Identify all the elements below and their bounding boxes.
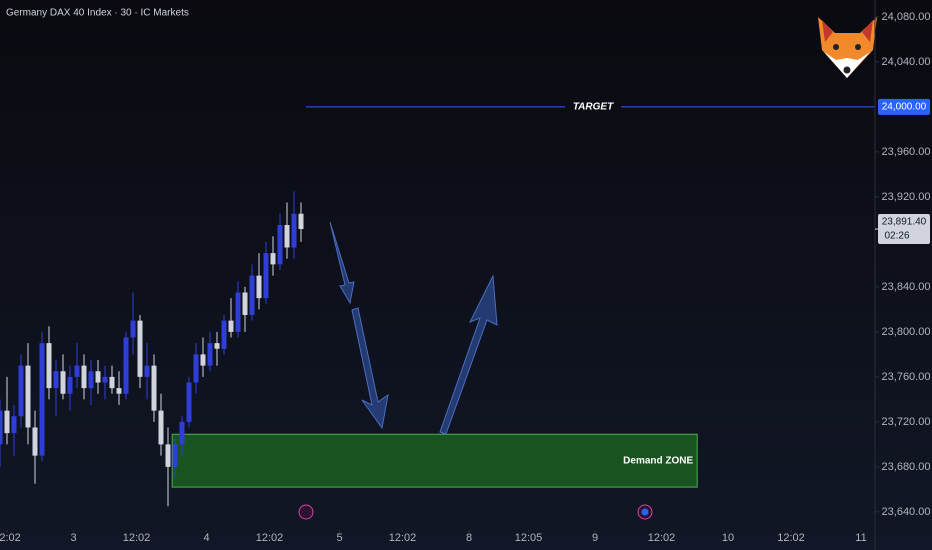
candle-body: [277, 225, 283, 265]
candle-body: [172, 444, 178, 467]
candle-body: [249, 275, 255, 315]
candle-body: [116, 388, 122, 394]
x-tick-label: 12:05: [515, 532, 543, 544]
x-tick-label: 10: [722, 532, 734, 544]
y-tick-label: 23,800.00: [882, 326, 931, 338]
candle-body: [18, 365, 24, 417]
y-tick-label: 24,080.00: [882, 11, 931, 23]
arrows: [329, 221, 498, 435]
demand-zone-label: Demand ZONE: [623, 455, 693, 466]
plot-area: Demand ZONE TARGET: [0, 99, 875, 507]
candle-body: [46, 343, 52, 389]
candle-body: [95, 371, 101, 383]
candle-body: [32, 427, 38, 456]
candle-body: [186, 382, 192, 422]
countdown-label: 02:26: [884, 231, 909, 242]
candle-body: [228, 320, 234, 332]
x-tick-label: 11: [855, 532, 866, 544]
candle-body: [109, 376, 115, 389]
candle-body: [25, 365, 31, 428]
y-tick-label: 24,040.00: [882, 56, 931, 68]
target-label-bg: [565, 99, 621, 114]
x-tick-label: 12:02: [777, 532, 805, 544]
candle-body: [207, 343, 213, 366]
candle-body: [298, 213, 304, 230]
candle-body: [74, 365, 80, 377]
candle-body: [270, 253, 276, 265]
y-tick-label: 23,920.00: [882, 191, 931, 203]
candle-body: [123, 337, 129, 394]
candle-body: [235, 292, 241, 332]
candle-body: [88, 371, 94, 389]
x-tick-label: 5: [336, 532, 342, 544]
candle-body: [158, 410, 164, 445]
candle-body: [151, 365, 157, 411]
candle-body: [291, 213, 297, 248]
x-tick-label: 8: [466, 532, 472, 544]
last-price-box: [878, 214, 930, 245]
candle-body: [4, 410, 10, 434]
fox-logo: [818, 17, 877, 78]
target-price-box: [878, 98, 930, 115]
y-tick-label: 23,680.00: [882, 461, 931, 473]
last-price-label: 23,891.40: [882, 217, 927, 228]
candle-body: [144, 365, 150, 377]
candle-body: [200, 354, 206, 366]
candle-body: [242, 292, 248, 315]
target-label: TARGET: [573, 102, 614, 113]
x-tick-label: 12:02: [123, 532, 151, 544]
candle-body: [221, 320, 227, 349]
x-tick-label: 12:02: [0, 532, 21, 544]
candle-body: [193, 354, 199, 383]
y-tick-label: 23,960.00: [882, 146, 931, 158]
x-tick-label: 4: [203, 532, 209, 544]
candle-body: [81, 365, 87, 389]
target-price-label: 24,000.00: [882, 102, 927, 113]
candle-body: [60, 371, 66, 394]
candle-body: [0, 410, 3, 445]
x-tick-label: 12:02: [389, 532, 417, 544]
x-tick-label: 12:02: [256, 532, 284, 544]
candle-body: [39, 343, 45, 456]
candle-body: [137, 320, 143, 377]
candle-body: [284, 225, 290, 248]
candle-body: [256, 275, 262, 299]
x-tick-label: 12:02: [648, 532, 676, 544]
demand-zone: [171, 433, 698, 488]
candle-body: [102, 376, 108, 383]
candle-body: [179, 421, 185, 445]
candle-body: [53, 371, 59, 389]
event-icons: [298, 504, 653, 520]
candle-body: [214, 343, 220, 349]
candle-body: [165, 444, 171, 467]
candle-body: [11, 416, 17, 434]
y-tick-label: 23,720.00: [882, 416, 931, 428]
candle-body: [67, 376, 73, 394]
y-tick-label: 23,840.00: [882, 281, 931, 293]
x-tick-label: 9: [592, 532, 598, 544]
x-tick-label: 3: [70, 532, 76, 544]
candle-body: [263, 253, 269, 299]
candle-body: [130, 320, 136, 338]
y-tick-label: 23,760.00: [882, 371, 931, 383]
chart-title: Germany DAX 40 Index · 30 · IC Markets: [6, 8, 189, 19]
y-tick-label: 23,640.00: [882, 506, 931, 518]
